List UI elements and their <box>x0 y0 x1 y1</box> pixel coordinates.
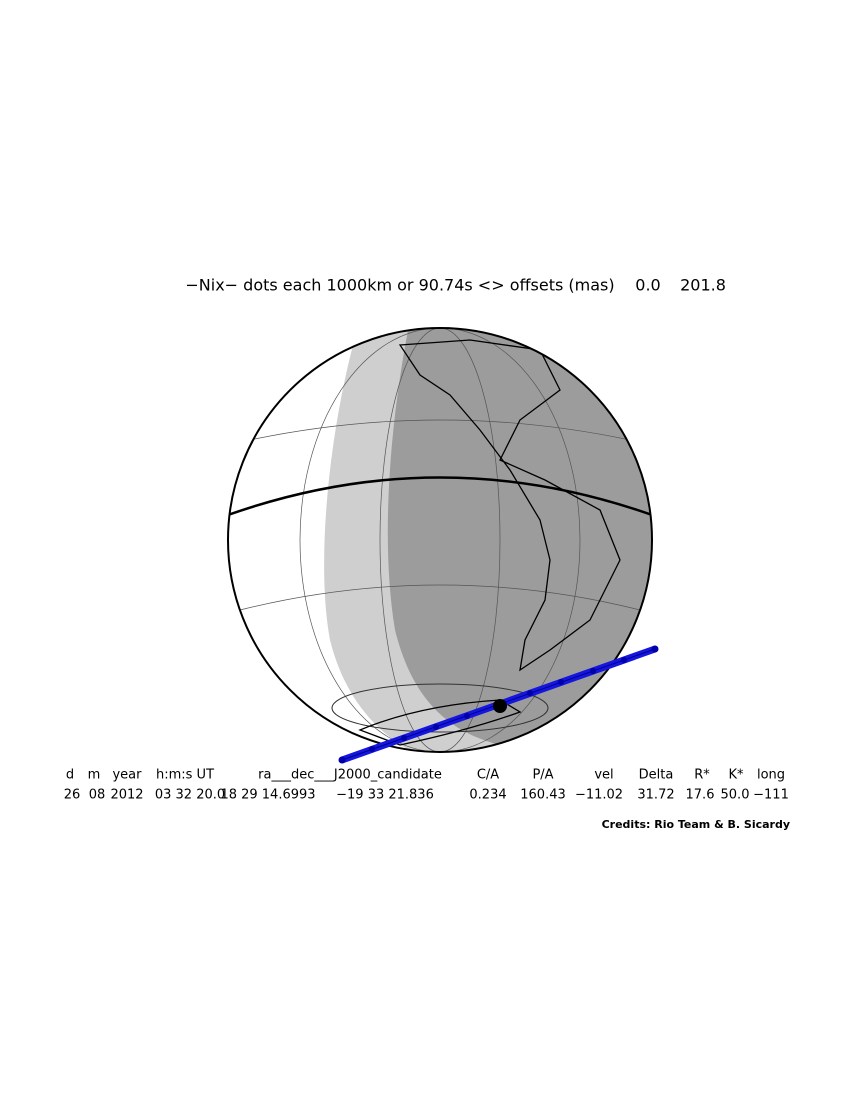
table-value: 03 32 20.0 <box>155 788 225 803</box>
table-header: Delta <box>639 768 674 783</box>
title: −Nix− dots each 1000km or 90.74s <> offs… <box>185 276 614 295</box>
table-value: 18 29 14.6993 <box>220 788 315 803</box>
table-value: 50.0 <box>721 788 750 803</box>
table-header: C/A <box>477 768 499 783</box>
table-header: d <box>66 768 74 783</box>
table-header: long <box>757 768 785 783</box>
credits: Credits: Rio Team & B. Sicardy <box>602 818 790 831</box>
table-header: year <box>112 768 142 783</box>
shadow-path <box>338 645 659 764</box>
globe <box>228 328 652 752</box>
table-value: 17.6 <box>686 788 715 803</box>
table-value: −19 33 21.836 <box>336 788 434 803</box>
table-value: 0.234 <box>469 788 506 803</box>
table-header: m <box>88 768 101 783</box>
globe-outline <box>227 327 653 753</box>
table-header: P/A <box>532 768 553 783</box>
offset: 201.8 <box>680 276 726 295</box>
table-header: K* <box>728 768 744 783</box>
table-header: R* <box>694 768 710 783</box>
table-value: 26 <box>64 788 81 803</box>
table-value: 2012 <box>110 788 143 803</box>
offset: 0.0 <box>635 276 660 295</box>
table-header: vel <box>594 768 613 783</box>
table-value: −111 <box>753 788 789 803</box>
table-value: 31.72 <box>637 788 674 803</box>
table-value: 08 <box>89 788 106 803</box>
table-header: h:m:s UT <box>156 768 214 783</box>
table-value: 160.43 <box>520 788 566 803</box>
table-value: −11.02 <box>575 788 623 803</box>
table-header: ra___dec___J2000_candidate <box>258 768 442 783</box>
table: d m year h:m:s UT ra___dec___J2000_candidate… <box>64 768 789 803</box>
